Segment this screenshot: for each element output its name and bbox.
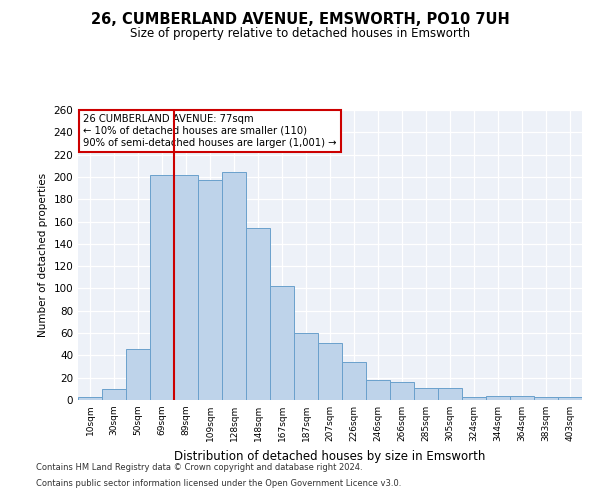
Text: 26 CUMBERLAND AVENUE: 77sqm
← 10% of detached houses are smaller (110)
90% of se: 26 CUMBERLAND AVENUE: 77sqm ← 10% of det… <box>83 114 337 148</box>
Y-axis label: Number of detached properties: Number of detached properties <box>38 173 48 337</box>
X-axis label: Distribution of detached houses by size in Emsworth: Distribution of detached houses by size … <box>175 450 485 462</box>
Text: Size of property relative to detached houses in Emsworth: Size of property relative to detached ho… <box>130 28 470 40</box>
Bar <box>510 396 534 400</box>
Bar <box>414 388 438 400</box>
Bar <box>438 388 462 400</box>
Bar <box>150 174 174 400</box>
Bar <box>270 286 294 400</box>
Bar <box>198 180 222 400</box>
Bar <box>534 396 558 400</box>
Bar <box>222 172 246 400</box>
Bar <box>78 396 102 400</box>
Text: Contains public sector information licensed under the Open Government Licence v3: Contains public sector information licen… <box>36 478 401 488</box>
Bar <box>318 343 342 400</box>
Bar <box>294 333 318 400</box>
Bar <box>390 382 414 400</box>
Bar <box>558 396 582 400</box>
Text: 26, CUMBERLAND AVENUE, EMSWORTH, PO10 7UH: 26, CUMBERLAND AVENUE, EMSWORTH, PO10 7U… <box>91 12 509 28</box>
Bar <box>246 228 270 400</box>
Bar <box>366 380 390 400</box>
Text: Contains HM Land Registry data © Crown copyright and database right 2024.: Contains HM Land Registry data © Crown c… <box>36 464 362 472</box>
Bar <box>174 174 198 400</box>
Bar <box>102 389 126 400</box>
Bar <box>462 396 486 400</box>
Bar <box>486 396 510 400</box>
Bar <box>342 362 366 400</box>
Bar <box>126 348 150 400</box>
